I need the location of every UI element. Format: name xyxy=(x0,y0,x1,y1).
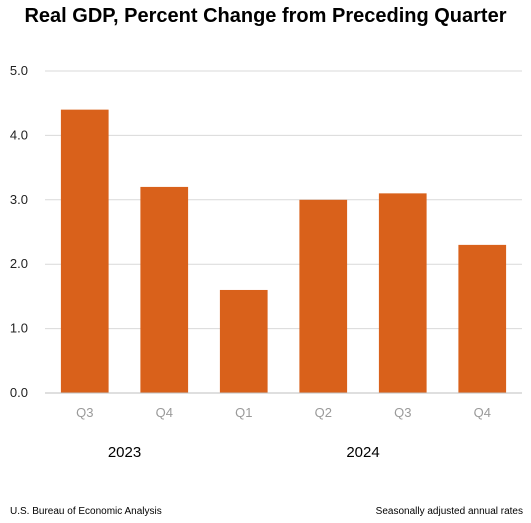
footer-note: Seasonally adjusted annual rates xyxy=(375,506,523,517)
x-tick-label: Q1 xyxy=(235,405,252,420)
x-tick-label: Q3 xyxy=(76,405,93,420)
chart-title: Real GDP, Percent Change from Preceding … xyxy=(24,5,507,27)
x-tick-label: Q3 xyxy=(394,405,411,420)
tick-labels: 0.0 1.0 2.0 3.0 4.0 5.0 Q3 Q4 Q1 Q2 Q3 Q4 2023 2024 xyxy=(10,63,491,461)
year-group-label: 2023 xyxy=(108,444,141,461)
y-tick-label: 2.0 xyxy=(10,256,28,271)
y-tick-label: 1.0 xyxy=(10,321,28,336)
y-tick-label: 3.0 xyxy=(10,192,28,207)
bar xyxy=(140,186,189,393)
bar xyxy=(378,193,427,393)
x-tick-label: Q4 xyxy=(156,405,173,420)
bar xyxy=(458,244,507,393)
gridlines xyxy=(45,70,522,330)
bars xyxy=(60,109,507,393)
bar-chart: 0.0 1.0 2.0 3.0 4.0 5.0 Q3 Q4 Q1 Q2 Q3 Q4 2023 2024 xyxy=(10,63,522,461)
x-tick-label: Q4 xyxy=(474,405,491,420)
bar xyxy=(219,289,268,393)
year-group-label: 2024 xyxy=(346,444,379,461)
bar xyxy=(60,109,109,393)
y-tick-label: 0.0 xyxy=(10,385,28,400)
bar xyxy=(299,199,348,393)
y-tick-label: 4.0 xyxy=(10,127,28,142)
x-tick-label: Q2 xyxy=(315,405,332,420)
footer-source: U.S. Bureau of Economic Analysis xyxy=(10,506,162,517)
y-tick-label: 5.0 xyxy=(10,63,28,78)
